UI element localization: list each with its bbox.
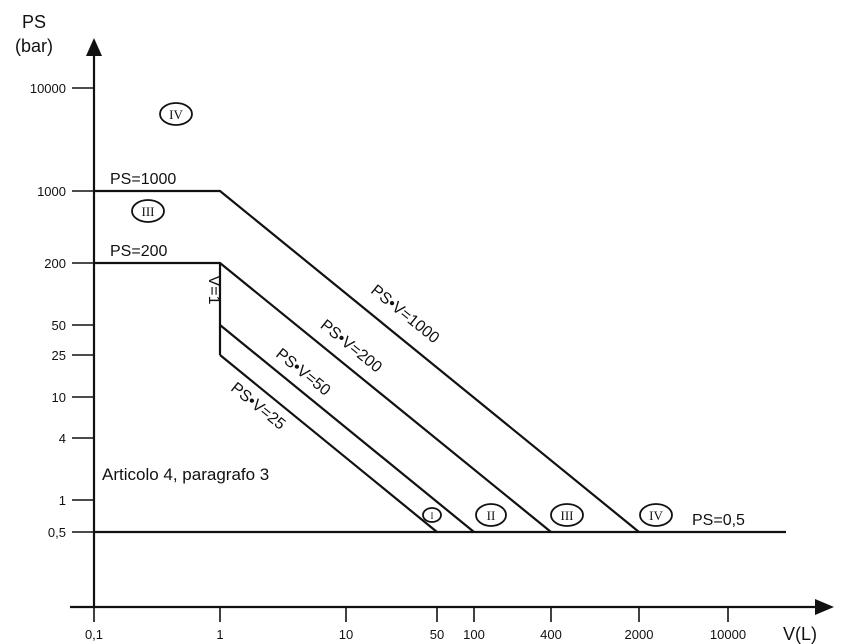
- y-ticks: 10000 1000 200 50 25 10 4 1 0,5: [30, 81, 94, 540]
- y-tick-label: 25: [52, 348, 66, 363]
- x-ticks: 0,1 1 10 50 100 400 2000 10000: [85, 607, 746, 642]
- v1-label: V=1: [205, 276, 222, 305]
- category-marker-iii-top: III: [131, 199, 165, 223]
- x-tick-label: 10000: [710, 627, 746, 642]
- axes: [70, 38, 834, 615]
- ps1000-psv1000-line: [94, 189, 640, 533]
- x-tick-label: 0,1: [85, 627, 103, 642]
- psv25-line: [219, 354, 438, 533]
- category-label: IV: [169, 107, 183, 122]
- category-circle: [422, 507, 442, 523]
- x-axis-title: V(L): [783, 624, 817, 644]
- x-tick-label: 2000: [625, 627, 654, 642]
- x-tick-label: 100: [463, 627, 485, 642]
- y-tick-label: 0,5: [48, 525, 66, 540]
- psv50-line: [219, 324, 475, 533]
- category-circle: [131, 199, 165, 223]
- y-axis-title: PS: [22, 12, 46, 32]
- ps1000-label: PS=1000: [110, 171, 176, 188]
- psv200-label: PS•V=200: [317, 317, 385, 377]
- x-tick-label: 10: [339, 627, 353, 642]
- category-marker-iv-top: IV: [159, 102, 193, 126]
- y-axis-arrow: [86, 38, 102, 56]
- y-axis-title-unit: (bar): [15, 36, 53, 56]
- category-circle: [639, 503, 673, 527]
- category-marker-iii: III: [550, 503, 584, 527]
- category-marker-iv: IV: [639, 503, 673, 527]
- category-label: I: [431, 511, 434, 521]
- psv25-label: PS•V=25: [227, 380, 288, 434]
- article-note: Articolo 4, paragrafo 3: [102, 465, 269, 484]
- category-circle: [475, 503, 507, 527]
- y-tick-label: 10000: [30, 81, 66, 96]
- category-label: III: [142, 204, 155, 219]
- category-label: II: [487, 508, 496, 523]
- x-axis-arrow: [815, 599, 834, 615]
- limit-lines: [94, 189, 786, 534]
- x-tick-label: 400: [540, 627, 562, 642]
- category-label: III: [561, 508, 574, 523]
- ps200-label: PS=200: [110, 243, 167, 260]
- y-tick-label: 50: [52, 318, 66, 333]
- y-tick-label: 4: [59, 431, 66, 446]
- category-marker-ii: II: [475, 503, 507, 527]
- y-tick-label: 10: [52, 390, 66, 405]
- category-label: IV: [649, 508, 663, 523]
- y-tick-label: 1: [59, 493, 66, 508]
- category-marker-i: I: [422, 507, 442, 523]
- x-tick-label: 1: [216, 627, 223, 642]
- category-circle: [550, 503, 584, 527]
- y-tick-label: 1000: [37, 184, 66, 199]
- psv1000-label: PS•V=1000: [367, 282, 442, 347]
- y-tick-label: 200: [44, 256, 66, 271]
- ps05-label: PS=0,5: [692, 512, 745, 529]
- category-circle: [159, 102, 193, 126]
- x-tick-label: 50: [430, 627, 444, 642]
